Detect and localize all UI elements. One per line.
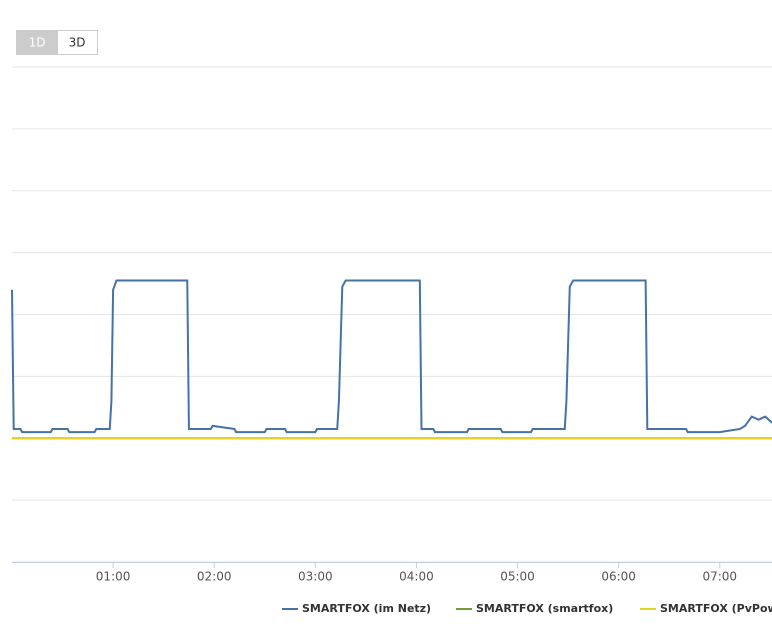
x-tick-label: 06:00 xyxy=(601,570,636,584)
legend-label: SMARTFOX (im Netz) xyxy=(302,602,431,615)
x-tick-label: 04:00 xyxy=(399,570,434,584)
legend-label: SMARTFOX (smartfox) xyxy=(476,602,613,615)
x-tick-label: 07:00 xyxy=(702,570,737,584)
x-tick-label: 05:00 xyxy=(500,570,535,584)
x-tick-label: 02:00 xyxy=(197,570,232,584)
button-1d[interactable] xyxy=(16,30,58,55)
button-label[interactable]: 1D xyxy=(29,36,46,50)
series-line xyxy=(11,279,772,434)
button-label[interactable]: 3D xyxy=(69,36,86,50)
x-tick-label: 01:00 xyxy=(96,570,131,584)
button-3d[interactable] xyxy=(57,30,98,55)
legend-label: SMARTFOX (PvPower) xyxy=(660,602,772,615)
x-tick-label: 03:00 xyxy=(298,570,333,584)
